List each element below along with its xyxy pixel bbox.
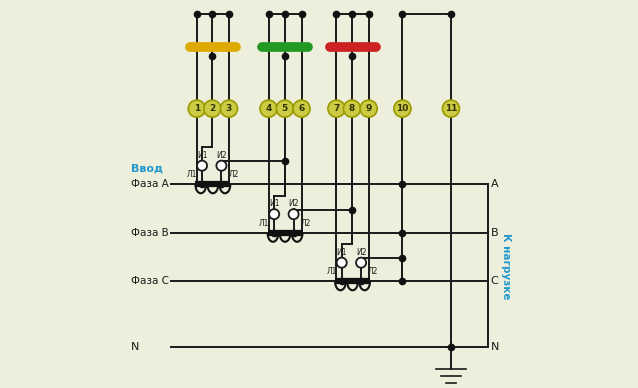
Text: Л1: Л1 (187, 170, 197, 179)
Text: И2: И2 (216, 151, 226, 160)
Circle shape (216, 161, 226, 171)
Circle shape (442, 100, 459, 117)
Text: 10: 10 (396, 104, 408, 113)
Text: Л1: Л1 (259, 219, 269, 228)
Circle shape (260, 100, 277, 117)
Text: 6: 6 (299, 104, 305, 113)
Text: И1: И1 (197, 151, 207, 160)
Circle shape (343, 100, 360, 117)
Text: Л2: Л2 (368, 267, 378, 276)
Text: В: В (491, 228, 498, 238)
Circle shape (356, 258, 366, 268)
Text: 8: 8 (349, 104, 355, 113)
Circle shape (204, 100, 221, 117)
Circle shape (288, 209, 299, 219)
Circle shape (394, 100, 411, 117)
Text: 2: 2 (209, 104, 216, 113)
Text: И1: И1 (336, 248, 347, 257)
Text: 4: 4 (265, 104, 272, 113)
Text: 11: 11 (445, 104, 457, 113)
Text: Фаза В: Фаза В (131, 228, 168, 238)
Text: 9: 9 (366, 104, 372, 113)
Text: Л2: Л2 (301, 219, 311, 228)
Text: Фаза С: Фаза С (131, 276, 169, 286)
Text: 5: 5 (282, 104, 288, 113)
Text: И1: И1 (269, 199, 279, 208)
Text: Л2: Л2 (228, 170, 239, 179)
Text: Ввод: Ввод (131, 164, 163, 174)
Circle shape (221, 100, 237, 117)
Circle shape (276, 100, 293, 117)
Circle shape (293, 100, 310, 117)
Circle shape (328, 100, 345, 117)
Circle shape (360, 100, 377, 117)
Circle shape (337, 258, 346, 268)
Circle shape (188, 100, 205, 117)
Text: N: N (491, 342, 499, 352)
Text: Фаза А: Фаза А (131, 179, 168, 189)
Text: А: А (491, 179, 498, 189)
Text: К нагрузке: К нагрузке (501, 232, 511, 299)
Text: Л1: Л1 (327, 267, 337, 276)
Circle shape (197, 161, 207, 171)
Text: И2: И2 (288, 199, 299, 208)
Text: С: С (491, 276, 498, 286)
Text: 3: 3 (226, 104, 232, 113)
Text: И2: И2 (356, 248, 366, 257)
Text: N: N (131, 342, 139, 352)
Text: 7: 7 (333, 104, 339, 113)
Text: 1: 1 (194, 104, 200, 113)
Circle shape (269, 209, 279, 219)
